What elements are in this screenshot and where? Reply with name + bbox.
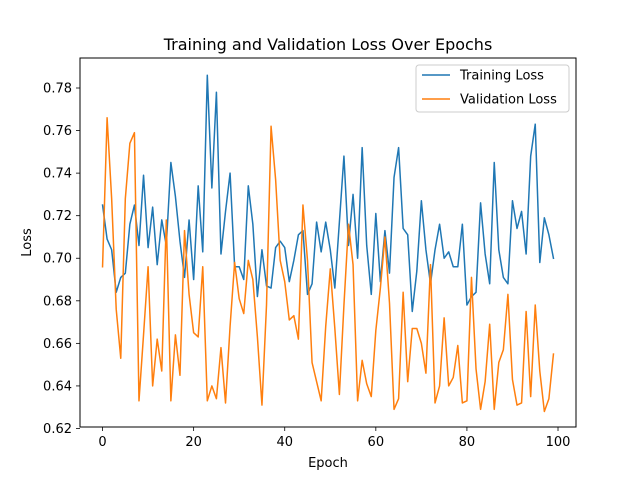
x-tick-label: 0 <box>98 435 106 450</box>
y-tick-label: 0.72 <box>43 209 72 224</box>
x-axis: 0 20 40 60 80 100 <box>98 427 570 450</box>
y-axis-label: Loss <box>20 228 35 257</box>
legend-label-0: Training Loss <box>459 69 544 84</box>
y-tick-label: 0.66 <box>43 337 72 352</box>
y-tick-label: 0.62 <box>43 422 72 437</box>
legend: Training Loss Validation Loss <box>415 64 570 113</box>
series-layer <box>101 74 555 413</box>
x-tick-label: 80 <box>459 435 476 450</box>
y-tick-label: 0.64 <box>43 379 72 394</box>
y-tick-label: 0.70 <box>43 252 72 267</box>
x-axis-label: Epoch <box>308 456 348 471</box>
y-tick-label: 0.68 <box>43 294 72 309</box>
y-axis: 0.62 0.64 0.66 0.68 0.70 0.72 0.74 0.76 0.78 <box>43 82 80 437</box>
series-line-1 <box>101 117 555 413</box>
x-tick-label: 20 <box>185 435 202 450</box>
y-tick-label: 0.74 <box>43 167 72 182</box>
x-tick-label: 40 <box>276 435 293 450</box>
y-tick-label: 0.78 <box>43 82 72 97</box>
y-tick-label: 0.76 <box>43 124 72 139</box>
series-line-0 <box>101 74 555 313</box>
chart-title: Training and Validation Loss Over Epochs <box>163 35 493 54</box>
x-tick-label: 60 <box>368 435 385 450</box>
legend-label-1: Validation Loss <box>460 93 557 108</box>
x-tick-label: 100 <box>546 435 571 450</box>
plot-frame <box>79 57 577 428</box>
legend-box <box>415 64 570 113</box>
